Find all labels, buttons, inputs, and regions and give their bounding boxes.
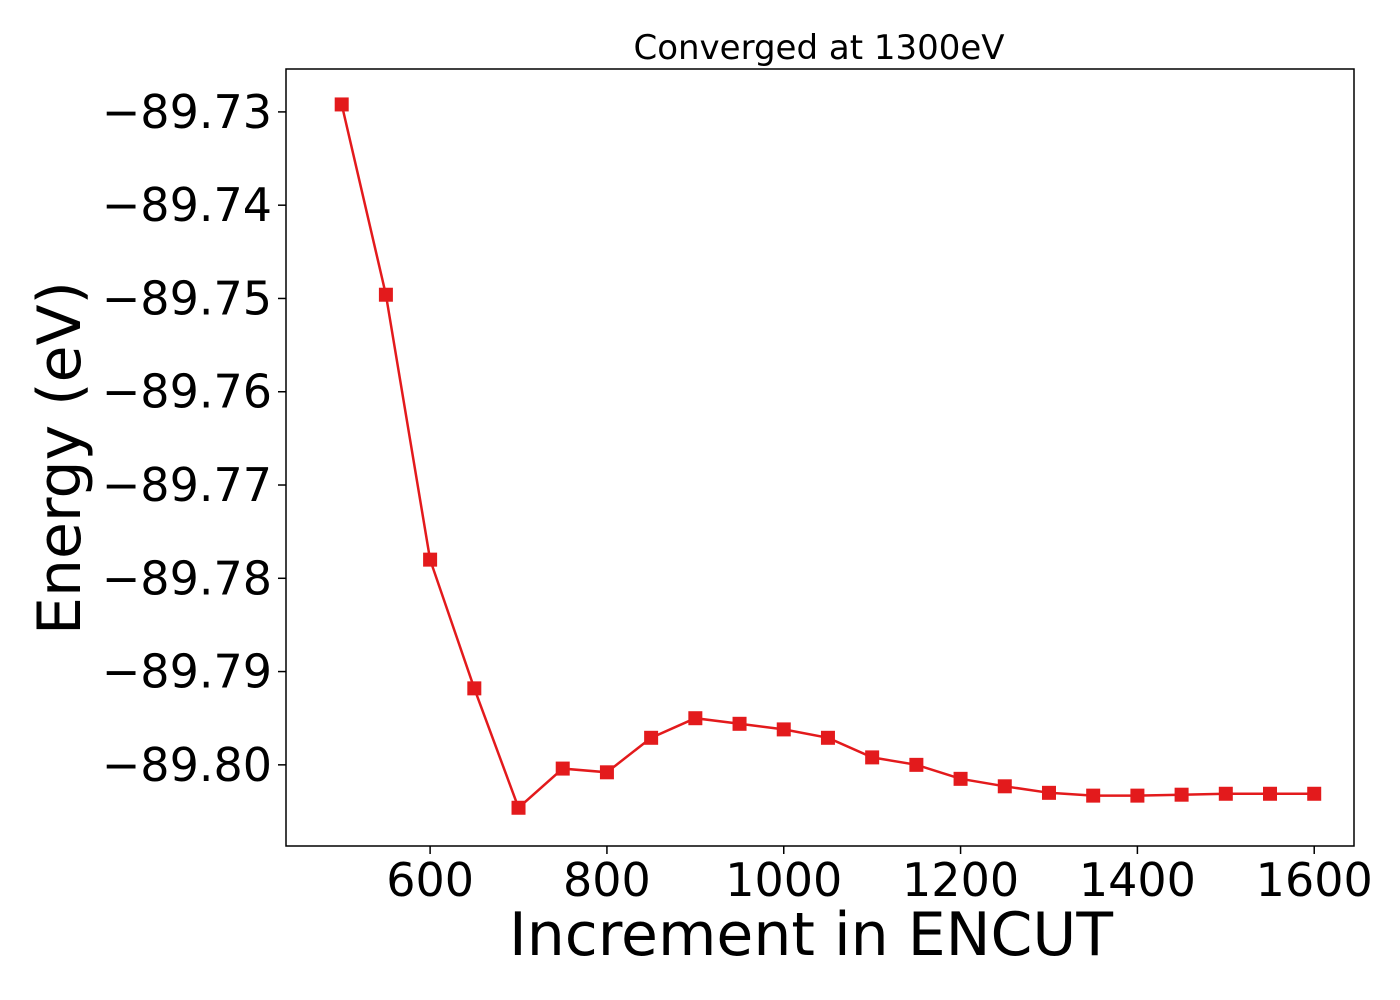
data-point-marker bbox=[334, 97, 349, 112]
data-point-marker bbox=[776, 722, 791, 737]
data-point-marker bbox=[820, 730, 835, 745]
data-point-marker bbox=[1218, 786, 1233, 801]
plot-area-frame bbox=[285, 68, 1355, 847]
y-axis-label: Energy (eV) bbox=[25, 281, 95, 635]
data-point-marker bbox=[1041, 785, 1056, 800]
y-tick-label: −89.77 bbox=[102, 458, 272, 512]
data-point-marker bbox=[688, 711, 703, 726]
energy-series-line bbox=[340, 104, 1315, 810]
energy-series-markers bbox=[334, 97, 1322, 815]
data-point-marker bbox=[599, 765, 614, 780]
y-tick-label: −89.75 bbox=[102, 271, 272, 325]
x-axis-label: Increment in ENCUT bbox=[509, 900, 1113, 970]
data-point-marker bbox=[909, 757, 924, 772]
y-axis: −89.73 −89.74 −89.75 −89.76 −89.77 −89.78 −89.… bbox=[102, 85, 286, 792]
data-point-marker bbox=[1263, 786, 1278, 801]
x-tick-label: 1400 bbox=[1079, 853, 1196, 907]
x-tick-label: 800 bbox=[563, 853, 651, 907]
data-point-marker bbox=[467, 681, 482, 696]
y-tick-label: −89.76 bbox=[102, 365, 272, 419]
data-point-marker bbox=[1174, 787, 1189, 802]
data-point-marker bbox=[997, 779, 1012, 794]
data-point-marker bbox=[423, 552, 438, 567]
data-point-marker bbox=[732, 716, 747, 731]
y-tick-label: −89.80 bbox=[102, 738, 272, 792]
x-tick-label: 1600 bbox=[1256, 853, 1373, 907]
data-point-marker bbox=[1307, 786, 1322, 801]
x-tick-label: 1200 bbox=[902, 853, 1019, 907]
chart-title: Converged at 1300eV bbox=[633, 28, 1004, 68]
data-point-marker bbox=[953, 771, 968, 786]
x-axis: 600 800 1000 1200 1400 1600 bbox=[386, 846, 1373, 907]
data-point-marker bbox=[644, 730, 659, 745]
y-tick-label: −89.78 bbox=[102, 551, 272, 605]
data-point-marker bbox=[865, 750, 880, 765]
data-point-marker bbox=[1130, 788, 1145, 803]
x-tick-label: 600 bbox=[386, 853, 474, 907]
y-tick-label: −89.73 bbox=[102, 85, 272, 139]
data-point-marker bbox=[511, 800, 526, 815]
data-point-marker bbox=[378, 287, 393, 302]
x-tick-label: 1000 bbox=[725, 853, 842, 907]
data-point-marker bbox=[555, 761, 570, 776]
y-tick-label: −89.79 bbox=[102, 645, 272, 699]
y-tick-label: −89.74 bbox=[102, 178, 272, 232]
data-point-marker bbox=[1086, 788, 1101, 803]
